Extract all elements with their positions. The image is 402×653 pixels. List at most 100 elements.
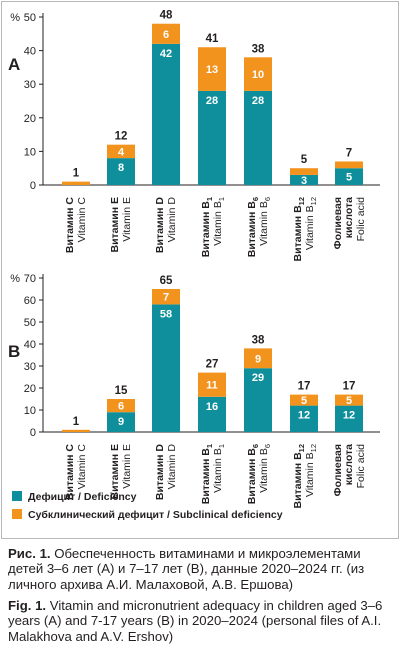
panel-a-bar-subclinical xyxy=(244,57,272,91)
panel-a-total-value-label: 5 xyxy=(301,154,308,166)
panel-b-total-value-label: 1 xyxy=(73,416,80,428)
panel-b-total-value-label: 17 xyxy=(298,381,311,393)
panel-a-bar-subclinical xyxy=(335,161,363,169)
panel-a-bar-subclinical xyxy=(107,144,135,159)
panel-b-category-label-en: Vitamin B12 xyxy=(304,444,318,497)
panel-b-bar-deficiency xyxy=(198,396,226,432)
panel-b-deficiency-value-label: 16 xyxy=(206,401,218,413)
panel-b-bar-subclinical xyxy=(244,348,272,369)
panel-b-deficiency-value-label: 58 xyxy=(160,308,172,320)
panel-b-total-value-label: 15 xyxy=(115,385,128,397)
panel-b-y-tick-label: 50 xyxy=(24,317,36,329)
panel-a-deficiency-value-label: 5 xyxy=(346,172,352,184)
caption-russian: Рис. 1. Обеспеченность витаминами и микр… xyxy=(8,546,398,592)
panel-a-bar-deficiency xyxy=(244,90,272,185)
panel-a-deficiency-value-label: 28 xyxy=(206,95,218,107)
panel-b-bar-subclinical xyxy=(62,429,90,432)
legend-label-deficiency: Дефицит / Deficiency xyxy=(28,491,137,503)
panel-b-deficiency-value-label: 12 xyxy=(343,410,355,422)
panel-a-category-label-ru: Витамин B12 xyxy=(292,197,306,261)
panel-b-letter: B xyxy=(8,342,20,361)
panel-a-total-value-label: 38 xyxy=(252,43,265,55)
panel-b-y-tick-label: 0 xyxy=(30,427,36,439)
panel-a-bar-deficiency xyxy=(152,43,180,185)
panel-b-total-value-label: 27 xyxy=(206,359,219,371)
panel-b-category-label-ru: Витамин D xyxy=(154,444,166,501)
panel-b-total-value-label: 38 xyxy=(252,334,265,346)
panel-a-deficiency-value-label: 8 xyxy=(118,162,124,174)
panel-a-bar-deficiency xyxy=(335,168,363,185)
panel-b-subclinical-value-label: 9 xyxy=(255,353,261,365)
panel-a-category-label-ru: кислота xyxy=(343,197,355,238)
panel-b-bar-subclinical xyxy=(152,289,180,305)
panel-b-bar-deficiency xyxy=(107,412,135,432)
panel-b-subclinical-value-label: 11 xyxy=(206,380,218,392)
panel-b-category-label-en: Vitamin B6 xyxy=(258,444,272,493)
panel-b-deficiency-value-label: 29 xyxy=(252,372,264,384)
panel-b-total-value-label: 65 xyxy=(160,275,173,287)
panel-a-category-label-ru: Витамин C xyxy=(64,197,76,254)
panel-b-y-tick-label: 30 xyxy=(24,361,36,373)
caption-russian-text: Обеспеченность витаминами и микроэлемент… xyxy=(8,546,365,592)
panel-a-category-label-ru: Фолиевая xyxy=(332,197,344,249)
panel-b-total-value-label: 17 xyxy=(343,381,356,393)
panel-b-category-label-en: Folic acid xyxy=(355,444,367,489)
panel-a-y-unit-label: % xyxy=(10,12,20,24)
figure-frame xyxy=(1,1,399,539)
panel-a-bar-deficiency xyxy=(107,158,135,185)
panel-a-subclinical-value-label: 4 xyxy=(118,146,125,158)
panel-a-deficiency-value-label: 28 xyxy=(252,95,264,107)
panel-a-category-label-en: Vitamin B6 xyxy=(258,197,272,246)
panel-a-y-tick-label: 50 xyxy=(24,12,36,24)
panel-a-bar-subclinical xyxy=(290,168,318,175)
panel-a-y-tick-label: 30 xyxy=(24,79,36,91)
panel-b-category-label-ru: Фолиевая xyxy=(332,444,344,496)
caption-english-label: Fig. 1. xyxy=(8,598,47,613)
caption-english-text: Vitamin and micronutrient adequacy in ch… xyxy=(8,598,383,644)
panel-b-bar-subclinical xyxy=(290,394,318,406)
panel-a-total-value-label: 48 xyxy=(160,10,173,22)
panel-b-bar-deficiency xyxy=(244,368,272,432)
panel-b-category-label-ru: Витамин C xyxy=(64,444,76,501)
panel-a-total-value-label: 41 xyxy=(206,33,219,45)
panel-b-y-tick-label: 70 xyxy=(24,273,36,285)
panel-b-subclinical-value-label: 5 xyxy=(346,395,352,407)
caption-russian-label: Рис. 1. xyxy=(8,546,51,561)
panel-a-category-label-en: Vitamin E xyxy=(121,197,133,242)
panel-a-deficiency-value-label: 3 xyxy=(301,175,307,187)
panel-a-subclinical-value-label: 10 xyxy=(252,69,264,81)
panel-b-category-label-ru: кислота xyxy=(343,444,355,485)
panel-b-subclinical-value-label: 6 xyxy=(118,401,124,413)
panel-a-deficiency-value-label: 42 xyxy=(160,48,172,60)
panel-a-letter: A xyxy=(8,55,20,74)
legend-label-subclinical: Субклинический дефицит / Subclinical def… xyxy=(28,509,283,521)
panel-b-subclinical-value-label: 5 xyxy=(301,395,307,407)
panel-b-subclinical-value-label: 7 xyxy=(163,292,169,304)
panel-a-subclinical-value-label: 6 xyxy=(163,29,169,41)
panel-a-bar-deficiency xyxy=(198,90,226,185)
panel-a-bar-subclinical xyxy=(62,181,90,185)
panel-a-category-label-en: Folic acid xyxy=(355,197,367,242)
panel-b-y-tick-label: 40 xyxy=(24,339,36,351)
panel-a-category-label-ru: Витамин B6 xyxy=(246,197,260,257)
panel-b-category-label-ru: Витамин E xyxy=(109,444,121,500)
panel-a-y-tick-label: 40 xyxy=(24,46,36,58)
caption-english: Fig. 1. Vitamin and micronutrient adequa… xyxy=(8,598,398,644)
panel-b-category-label-en: Vitamin C xyxy=(76,444,88,490)
panel-a-category-label-en: Vitamin B1 xyxy=(212,197,226,246)
panel-a-bar-deficiency xyxy=(290,174,318,185)
panel-a-total-value-label: 7 xyxy=(346,147,352,159)
legend-swatch-deficiency xyxy=(12,491,22,501)
panel-a-category-label-en: Vitamin B12 xyxy=(304,197,318,250)
panel-a-category-label-en: Vitamin D xyxy=(166,197,178,243)
panel-a-total-value-label: 1 xyxy=(73,168,80,180)
panel-a-category-label-ru: Витамин E xyxy=(109,197,121,253)
panel-a-category-label-ru: Витамин D xyxy=(154,197,166,254)
panel-b-y-tick-label: 20 xyxy=(24,383,36,395)
panel-a-y-tick-label: 0 xyxy=(30,180,36,192)
panel-b-deficiency-value-label: 12 xyxy=(298,410,310,422)
panel-b-deficiency-value-label: 9 xyxy=(118,416,124,428)
panel-a-y-tick-label: 10 xyxy=(24,146,36,158)
panel-b-category-label-en: Vitamin B1 xyxy=(212,444,226,493)
